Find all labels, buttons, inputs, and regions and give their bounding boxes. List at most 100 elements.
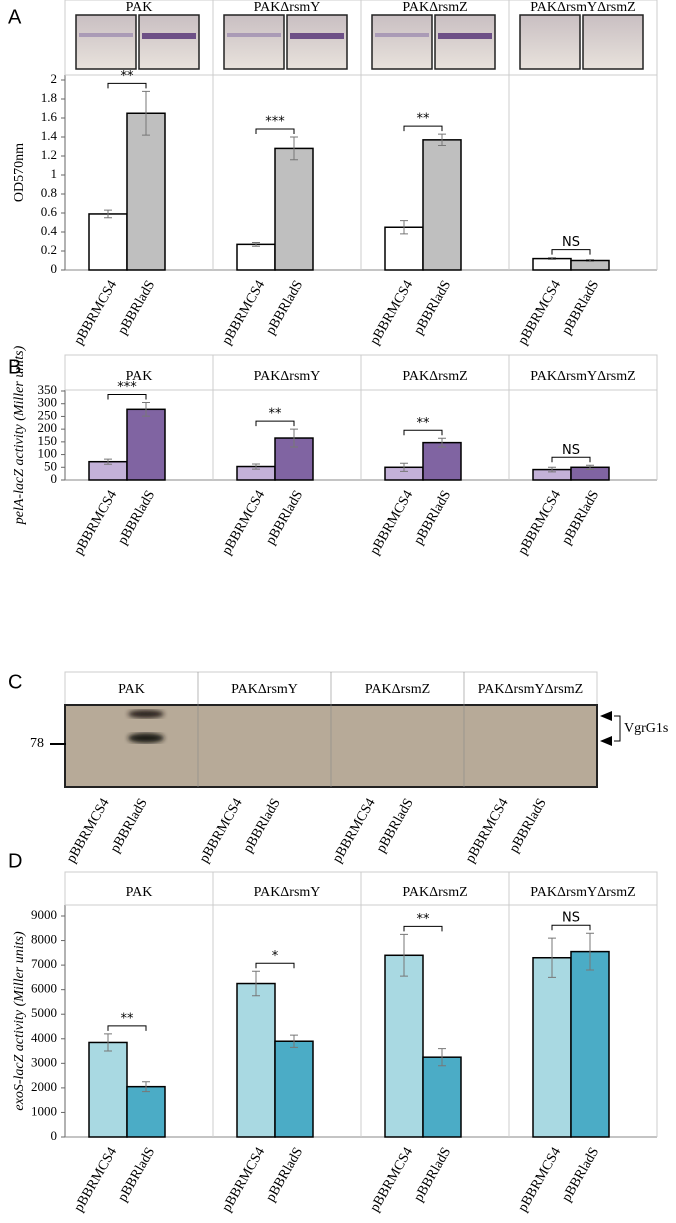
group-label: PAKΔrsmYΔrsmZ — [478, 682, 583, 697]
bar — [236, 243, 276, 271]
lane-label: pBBRladS — [411, 278, 454, 337]
error-bar — [104, 209, 112, 219]
error-bar — [252, 970, 260, 997]
lane-label: pBBRladS — [115, 278, 158, 337]
y-tick-label: 250 — [38, 407, 58, 422]
y-tick-label: 0.6 — [41, 204, 58, 219]
significance-label: * — [272, 949, 279, 964]
lane-label: pBBRMCS4 — [219, 278, 268, 348]
y-tick-label: 300 — [38, 395, 58, 410]
y-tick-label: 0.2 — [41, 242, 57, 257]
lane-label: pBBRladS — [263, 278, 306, 337]
y-tick-label: 100 — [38, 446, 58, 461]
biofilm-ring — [438, 33, 492, 39]
marker-label: 78 — [30, 736, 44, 751]
significance-label: ** — [121, 69, 135, 84]
tube-photo — [286, 14, 348, 70]
lane-label: pBBRMCS4 — [71, 1145, 120, 1215]
y-tick-label: 1.2 — [41, 147, 57, 162]
significance-bracket — [107, 393, 147, 400]
significance-label: NS — [562, 911, 580, 926]
group-label: PAK — [126, 885, 153, 900]
lane-label: pBBRladS — [374, 796, 417, 855]
group-label: PAKΔrsmZ — [402, 0, 467, 15]
lane-label: pBBRMCS4 — [515, 278, 564, 348]
error-bar — [290, 428, 298, 448]
y-tick-label: 9000 — [31, 907, 57, 922]
bar — [422, 139, 462, 271]
y-tick-label: 1.4 — [41, 128, 58, 143]
bar — [274, 147, 314, 271]
band-arrow — [600, 736, 612, 746]
bar — [126, 112, 166, 271]
biofilm-ring — [375, 33, 429, 37]
biofilm-ring — [79, 33, 133, 37]
group-label: PAKΔrsmZ — [402, 885, 467, 900]
error-bar — [290, 1034, 298, 1048]
significance-bracket — [107, 82, 147, 89]
protein-band — [128, 710, 164, 718]
error-bar — [400, 220, 408, 235]
bar — [422, 1056, 462, 1138]
lane-label: pBBRladS — [559, 488, 602, 547]
tube-photo — [582, 14, 644, 70]
y-tick-label: 1000 — [31, 1103, 57, 1118]
y-tick-label: 50 — [44, 458, 57, 473]
panel-label: D — [8, 850, 22, 872]
error-bar — [548, 466, 556, 473]
lane-label: pBBRMCS4 — [64, 796, 113, 866]
error-bar — [142, 90, 150, 136]
tube-photo — [223, 14, 285, 70]
y-tick-label: 6000 — [31, 981, 57, 996]
lane-label: pBBRladS — [263, 1145, 306, 1204]
significance-label: *** — [265, 115, 285, 130]
lane-label: pBBRladS — [115, 488, 158, 547]
group-label: PAK — [118, 682, 145, 697]
lane-label: pBBRladS — [559, 1145, 602, 1204]
group-label: PAKΔrsmYΔrsmZ — [530, 885, 635, 900]
tube-photo — [519, 14, 581, 70]
band-bracket — [614, 715, 621, 742]
significance-bracket — [255, 128, 295, 134]
group-label: PAKΔrsmZ — [365, 682, 430, 697]
significance-label: ** — [417, 416, 431, 431]
y-tick-label: 2 — [51, 71, 58, 86]
band-arrow — [600, 711, 612, 721]
significance-bracket — [551, 249, 591, 255]
lane-label: pBBRMCS4 — [71, 278, 120, 348]
bar — [88, 213, 128, 271]
error-bar — [438, 1048, 446, 1067]
bar — [274, 1040, 314, 1138]
significance-label: ** — [121, 1011, 135, 1026]
significance-label: NS — [562, 443, 580, 458]
error-bar — [142, 1081, 150, 1093]
y-tick-label: 4000 — [31, 1030, 57, 1045]
y-axis-title: OD570nm — [12, 143, 27, 202]
bar — [384, 954, 424, 1138]
y-axis-title: pelA-lacZ activity (Miller units) — [12, 345, 27, 525]
lane-label: pBBRMCS4 — [367, 1145, 416, 1215]
lane-label: pBBRMCS4 — [367, 278, 416, 348]
y-tick-label: 0 — [51, 1128, 58, 1143]
lane-label: pBBRMCS4 — [219, 488, 268, 558]
error-bar — [400, 462, 408, 472]
tube-photo — [371, 14, 433, 70]
bar — [532, 257, 572, 271]
y-tick-label: 350 — [38, 382, 58, 397]
lane-label: pBBRMCS4 — [515, 1145, 564, 1215]
y-tick-label: 1.6 — [41, 109, 58, 124]
y-tick-label: 0 — [51, 261, 58, 276]
error-bar — [290, 136, 298, 161]
lane-label: pBBRladS — [559, 278, 602, 337]
panel-label: C — [8, 671, 22, 693]
tube-photo — [434, 14, 496, 70]
significance-bracket — [403, 125, 443, 132]
bar — [88, 1041, 128, 1138]
group-label: PAKΔrsmYΔrsmZ — [530, 0, 635, 15]
lane-label: pBBRMCS4 — [197, 796, 246, 866]
tube-photo — [75, 14, 137, 70]
error-bar — [438, 437, 446, 448]
lane-label: pBBRladS — [411, 488, 454, 547]
y-tick-label: 7000 — [31, 956, 57, 971]
group-label: PAK — [126, 0, 153, 15]
